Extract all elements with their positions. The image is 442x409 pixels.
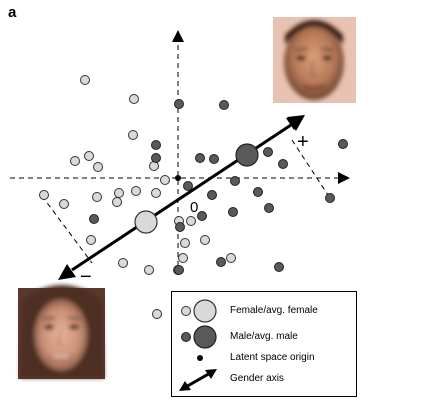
female-point [178, 253, 188, 263]
female-point [200, 235, 210, 245]
female-point [180, 238, 190, 248]
male-point [209, 154, 219, 164]
male-point [174, 265, 184, 275]
male-point [274, 262, 284, 272]
male-point [174, 99, 184, 109]
male-points [89, 99, 348, 275]
legend-male-label: Male/avg. male [230, 331, 298, 342]
legend-axis-label: Gender axis [230, 373, 284, 384]
legend-female-label: Female/avg. female [230, 305, 318, 316]
male-point [228, 207, 238, 217]
female-point [186, 216, 196, 226]
male-point [278, 159, 288, 169]
projection-line-minus [41, 195, 93, 264]
plus-label: + [297, 131, 309, 153]
male-point [216, 257, 226, 267]
legend-symbols [179, 299, 217, 391]
female-point [129, 94, 139, 104]
male-point [89, 214, 99, 224]
female-point [86, 235, 96, 245]
female-point [152, 309, 162, 319]
male-point [338, 139, 348, 149]
female-point [70, 156, 80, 166]
legend-male-small-marker [181, 332, 191, 342]
latent-origin-point [175, 175, 181, 181]
female-points [39, 75, 236, 319]
legend: Female/avg. female Male/avg. male Latent… [171, 291, 357, 397]
legend-axis-arrow [179, 369, 217, 391]
female-point [80, 75, 90, 85]
female-point [114, 188, 124, 198]
gender-axis-arrow [58, 115, 305, 280]
female-point [151, 188, 161, 198]
legend-origin-marker [197, 355, 203, 361]
legend-female-small-marker [181, 306, 191, 316]
legend-origin-label: Latent space origin [230, 352, 315, 363]
average-male-face-image [273, 17, 356, 103]
male-point [151, 140, 161, 150]
female-point [118, 258, 128, 268]
average-male-point [235, 143, 259, 167]
female-point [112, 197, 122, 207]
origin-label: 0 [190, 199, 198, 216]
female-point [144, 265, 154, 275]
panel-label: a [8, 4, 17, 21]
male-point [151, 153, 161, 163]
male-point [207, 190, 217, 200]
male-point [264, 203, 274, 213]
male-point [175, 222, 185, 232]
female-point [226, 253, 236, 263]
legend-male-large-marker [193, 325, 217, 349]
vertical-axis [172, 30, 184, 275]
female-point [59, 199, 69, 209]
average-female-point [134, 210, 158, 234]
male-point [253, 187, 263, 197]
male-point [325, 193, 335, 203]
male-point [230, 176, 240, 186]
minus-label: − [80, 266, 92, 288]
female-point [128, 130, 138, 140]
male-point [195, 153, 205, 163]
male-point [219, 100, 229, 110]
male-point [183, 181, 193, 191]
projection-line-plus [291, 139, 331, 199]
male-point [197, 211, 207, 221]
female-point [39, 190, 49, 200]
legend-female-large-marker [193, 299, 217, 323]
female-point [160, 175, 170, 185]
average-female-face-image [18, 285, 105, 379]
female-point [131, 186, 141, 196]
female-point [92, 192, 102, 202]
female-point [93, 162, 103, 172]
male-point [263, 147, 273, 157]
female-point [84, 151, 94, 161]
